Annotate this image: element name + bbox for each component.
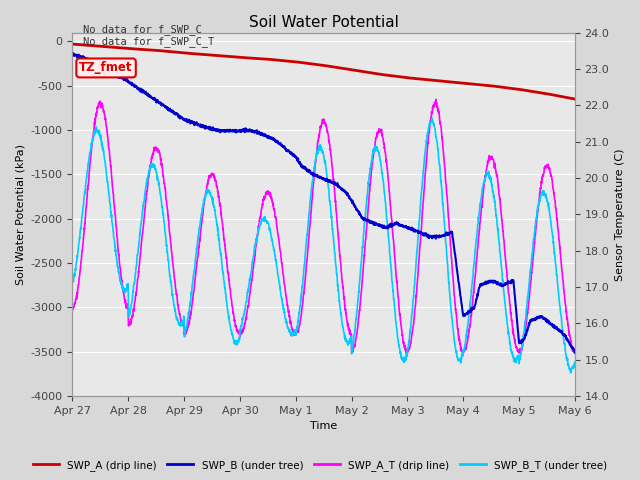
SWP_B (under tree) — [571, 350, 579, 356]
SWP_A_T (drip line) — [300, 292, 307, 298]
Line: SWP_B_T (under tree): SWP_B_T (under tree) — [72, 119, 575, 373]
Text: No data for f_SWP_C
No data for f_SWP_C_T: No data for f_SWP_C No data for f_SWP_C_… — [83, 24, 214, 48]
SWP_B (under tree) — [95, 61, 102, 67]
X-axis label: Time: Time — [310, 421, 337, 432]
Title: Soil Water Potential: Soil Water Potential — [249, 15, 399, 30]
SWP_B (under tree) — [465, 309, 472, 314]
Legend: SWP_A (drip line), SWP_B (under tree), SWP_A_T (drip line), SWP_B_T (under tree): SWP_A (drip line), SWP_B (under tree), S… — [29, 456, 611, 475]
SWP_B_T (under tree) — [557, 310, 564, 315]
SWP_B (under tree) — [557, 328, 564, 334]
SWP_A_T (drip line) — [94, 103, 102, 109]
SWP_A (drip line) — [556, 94, 564, 99]
SWP_B (under tree) — [313, 172, 321, 178]
Y-axis label: Sensor Temperature (C): Sensor Temperature (C) — [615, 148, 625, 281]
SWP_A_T (drip line) — [557, 251, 564, 257]
SWP_A (drip line) — [571, 96, 579, 102]
Y-axis label: Soil Water Potential (kPa): Soil Water Potential (kPa) — [15, 144, 25, 285]
SWP_B (under tree) — [68, 50, 76, 56]
SWP_B_T (under tree) — [94, 130, 102, 135]
SWP_B_T (under tree) — [68, 280, 76, 286]
SWP_A (drip line) — [313, 61, 321, 67]
SWP_B_T (under tree) — [313, 152, 321, 157]
SWP_A (drip line) — [556, 93, 564, 99]
SWP_B (under tree) — [69, 50, 77, 56]
Line: SWP_B (under tree): SWP_B (under tree) — [72, 53, 575, 353]
SWP_B_T (under tree) — [567, 370, 575, 376]
SWP_A_T (drip line) — [515, 350, 523, 356]
SWP_A (drip line) — [464, 81, 472, 86]
SWP_B_T (under tree) — [300, 274, 307, 280]
SWP_A (drip line) — [68, 41, 76, 47]
SWP_B_T (under tree) — [465, 317, 472, 323]
SWP_A_T (drip line) — [432, 96, 440, 102]
SWP_A_T (drip line) — [557, 254, 564, 260]
SWP_A (drip line) — [94, 43, 102, 49]
Text: TZ_fmet: TZ_fmet — [79, 61, 133, 74]
SWP_A_T (drip line) — [313, 149, 321, 155]
SWP_A_T (drip line) — [465, 334, 472, 340]
SWP_B_T (under tree) — [556, 307, 564, 312]
SWP_B (under tree) — [556, 328, 564, 334]
Line: SWP_A (drip line): SWP_A (drip line) — [72, 44, 575, 99]
SWP_A (drip line) — [300, 60, 307, 66]
SWP_B_T (under tree) — [428, 116, 436, 121]
SWP_A_T (drip line) — [68, 307, 76, 312]
SWP_B (under tree) — [300, 166, 307, 171]
Line: SWP_A_T (drip line): SWP_A_T (drip line) — [72, 99, 575, 353]
SWP_A_T (drip line) — [571, 350, 579, 356]
SWP_B_T (under tree) — [571, 359, 579, 365]
